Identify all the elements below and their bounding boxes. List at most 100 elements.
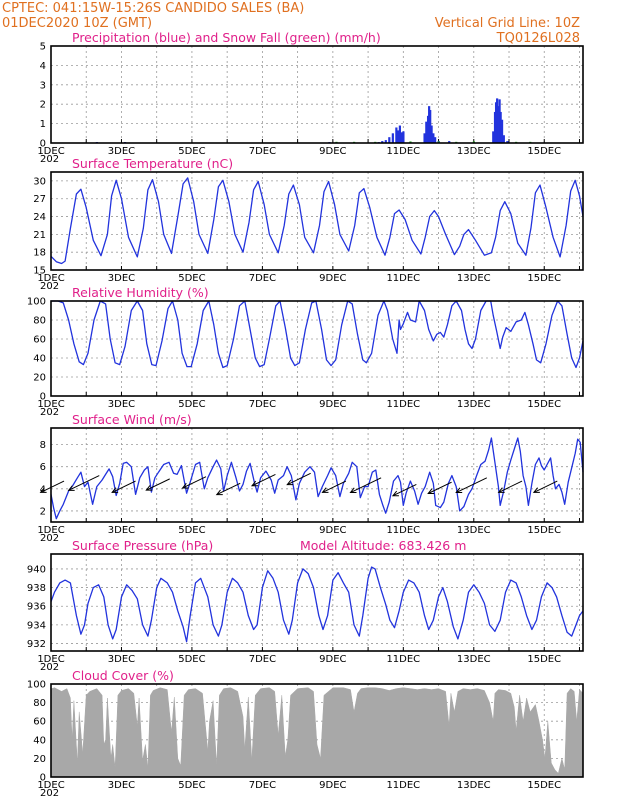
x-tick-label: 1DEC	[37, 399, 64, 410]
y-tick-label: 60	[33, 717, 46, 728]
x-tick-label: 7DEC	[249, 780, 276, 791]
x-tick-label: 1DEC	[37, 525, 64, 536]
x-tick-label: 13DEC	[457, 654, 491, 665]
wind-arrowhead	[215, 489, 223, 496]
wind-arrowhead	[145, 485, 153, 491]
x-tick-label: 3DEC	[108, 146, 135, 157]
x-tick-label: 9DEC	[319, 654, 346, 665]
model-altitude: Model Altitude: 683.426 m	[300, 538, 466, 553]
y-tick-label: 20	[33, 754, 46, 765]
temp-frame	[50, 171, 584, 271]
precip-panel: 0 1 2 3 4 5 1DEC 3DEC 5DEC 7DEC 9DEC 11DEC 13DEC 15DE…	[37, 30, 584, 165]
x-tick-label: 15DEC	[527, 273, 561, 284]
precip-bar	[500, 119, 504, 143]
rh-line	[51, 300, 584, 369]
x-tick-label: 5DEC	[178, 399, 205, 410]
y-tick-label: 1	[40, 119, 46, 130]
pressure-frame	[50, 553, 584, 652]
y-tick-label: 940	[27, 564, 46, 575]
wind-arrow	[322, 480, 347, 493]
y-tick-label: 40	[33, 354, 46, 365]
x-tick-label: 11DEC	[386, 654, 420, 665]
wind-arrowhead	[181, 482, 189, 489]
x-tick-label: 1DEC	[37, 780, 64, 791]
pressure-line	[50, 566, 584, 643]
y-tick-label: 2	[40, 506, 46, 517]
precip-bar	[499, 111, 502, 143]
y-tick-label: 5	[40, 42, 46, 53]
x-tick-label: 11DEC	[386, 399, 420, 410]
y-tick-label: 40	[33, 735, 46, 746]
x-tick-label: 3DEC	[108, 654, 135, 665]
cloud-title: Cloud Cover (%)	[72, 668, 174, 683]
precip-bar	[425, 121, 428, 143]
wind-arrowhead	[67, 485, 75, 491]
wind-arrowhead	[286, 479, 294, 486]
rh-frame	[50, 300, 584, 397]
x-tick-label: 13DEC	[457, 146, 491, 157]
wind-arrow	[68, 475, 100, 491]
precip-bar	[384, 140, 387, 143]
x-tick-label: 9DEC	[319, 780, 346, 791]
precip-bar	[506, 141, 509, 143]
y-tick-label: 936	[27, 602, 46, 613]
wind-arrow	[40, 480, 65, 493]
precip-bar	[432, 133, 435, 143]
year-fragment: 202	[40, 533, 59, 544]
wind-arrow	[350, 477, 382, 494]
cloud-panel: 0 20 40 60 80 100 1DEC 3DEC 5DEC 7DEC 9DEC 11DEC 13D…	[27, 668, 584, 799]
panels: 0 1 2 3 4 5 1DEC 3DEC 5DEC 7DEC 9DEC 11DEC 13DEC 15DE…	[27, 30, 584, 799]
y-tick-label: 30	[33, 176, 46, 187]
precip-bar	[502, 135, 505, 143]
precip-bar	[434, 137, 437, 143]
x-tick-label: 15DEC	[527, 146, 561, 157]
x-tick-label: 13DEC	[457, 399, 491, 410]
wind-arrow	[392, 483, 417, 497]
x-tick-label: 5DEC	[178, 654, 205, 665]
wind-arrowhead	[497, 487, 505, 493]
x-tick-label: 1DEC	[37, 146, 64, 157]
precip-bar	[448, 141, 451, 143]
precip-bar	[496, 98, 499, 143]
header-location: CPTEC: 041:15W-15:26S CANDIDO SALES (BA)	[2, 1, 304, 16]
wind-arrowhead	[321, 487, 329, 493]
header-grid-note: Vertical Grid Line: 10Z	[435, 16, 580, 31]
cloud-area	[50, 687, 584, 778]
x-tick-label: 7DEC	[249, 525, 276, 536]
y-tick-label: 934	[27, 620, 46, 631]
y-tick-label: 6	[40, 462, 46, 473]
precip-bar	[429, 110, 432, 143]
wind-arrow	[455, 477, 488, 494]
x-tick-label: 5DEC	[178, 273, 205, 284]
y-tick-label: 2	[40, 100, 46, 111]
x-tick-label: 5DEC	[178, 780, 205, 791]
precip-bar	[397, 130, 400, 143]
precip-bar	[423, 133, 426, 143]
precip-bar	[400, 132, 403, 143]
y-tick-label: 0	[40, 392, 46, 403]
header-code: TQ0126L028	[496, 31, 580, 46]
wind-arrowhead	[532, 487, 540, 493]
precip-bar	[402, 131, 405, 143]
y-tick-label: 20	[33, 373, 46, 384]
x-tick-label: 5DEC	[178, 525, 205, 536]
rh-title: Relative Humidity (%)	[72, 285, 209, 300]
temp-line	[50, 177, 584, 265]
temp-panel: 15 18 21 24 27 30 1DEC 3DEC 5DEC 7DEC 9DEC 11DEC 13D…	[33, 156, 584, 292]
year-fragment: 202	[40, 407, 59, 418]
wind-arrowhead	[349, 487, 357, 494]
x-tick-label: 1DEC	[37, 273, 64, 284]
y-tick-label: 100	[27, 297, 46, 308]
wind-arrowhead	[391, 490, 399, 497]
x-tick-label: 15DEC	[527, 654, 561, 665]
precip-bar	[395, 127, 398, 143]
wind-arrowhead	[111, 487, 119, 493]
header-date: 01DEC2020 10Z (GMT)	[2, 16, 152, 31]
y-tick-label: 80	[33, 316, 46, 327]
x-tick-label: 7DEC	[249, 146, 276, 157]
rh-panel: 0 20 40 60 80 100 1DEC 3DEC 5DEC 7DEC 9DEC 11DEC 13D…	[27, 285, 584, 418]
wind-arrowhead	[250, 480, 259, 487]
precip-bar	[492, 131, 495, 143]
